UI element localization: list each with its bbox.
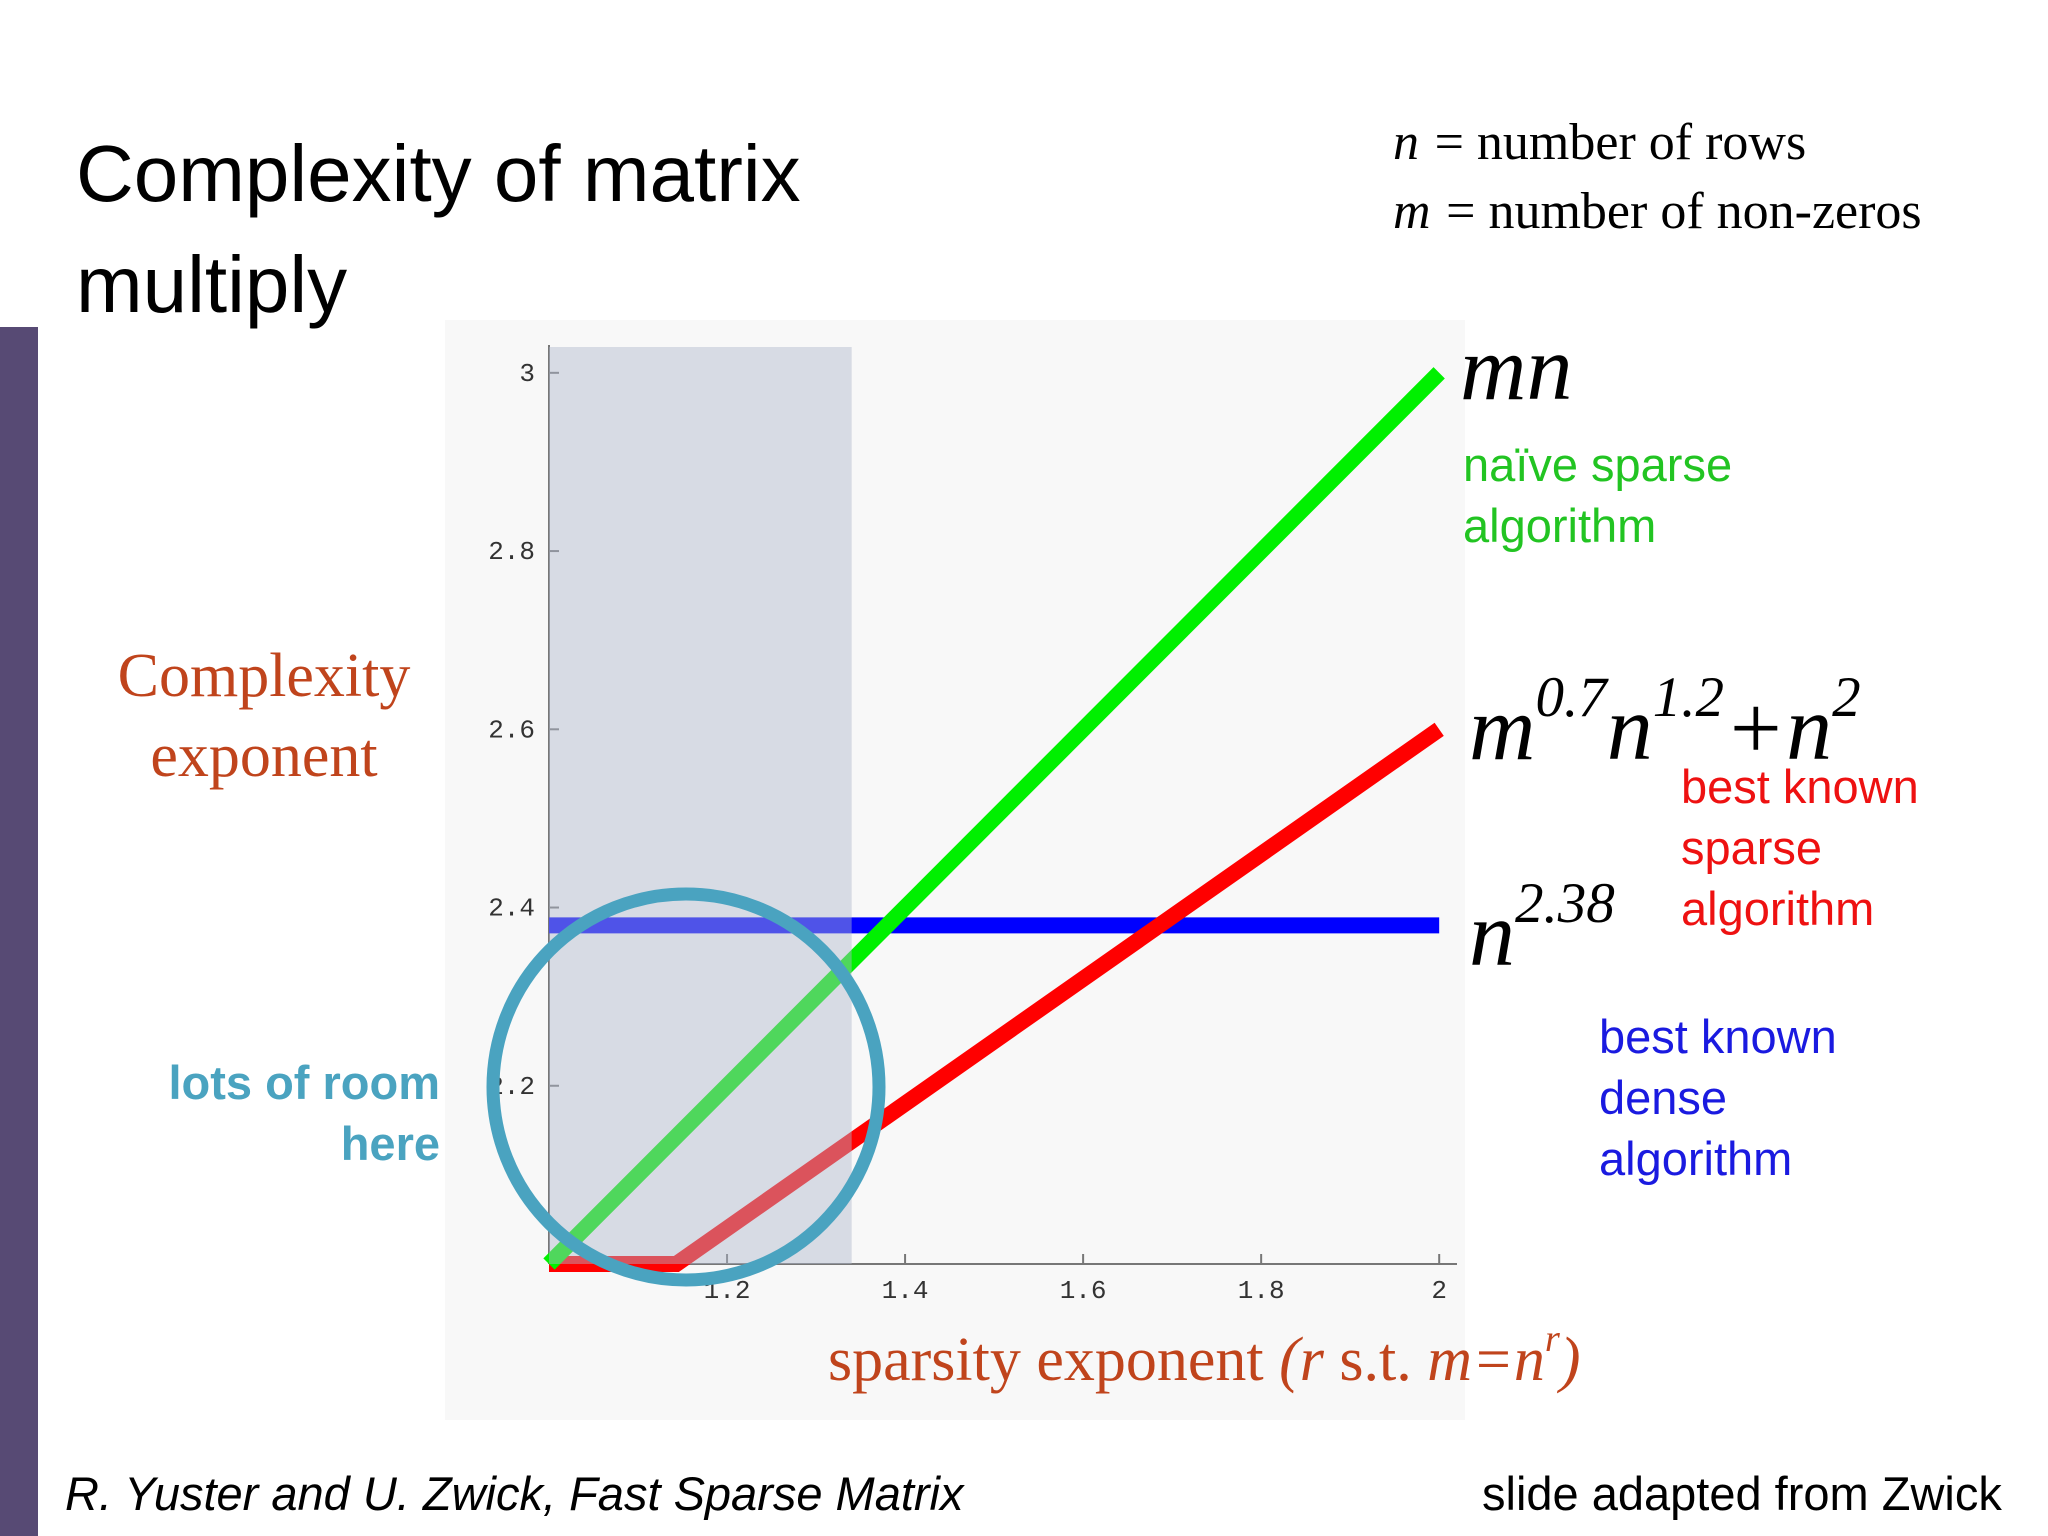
- label-part: +n: [1724, 677, 1833, 779]
- y-tick-label: 2.6: [488, 715, 535, 745]
- variable: m: [1393, 183, 1431, 240]
- annotation-circle: [486, 887, 886, 1287]
- label-part: s.t.: [1339, 1326, 1412, 1394]
- label-part: r: [1544, 1318, 1560, 1361]
- x-tick-label: 2: [1431, 1276, 1447, 1306]
- label-part: ): [1559, 1326, 1581, 1394]
- definition-text: = number of non-zeros: [1446, 183, 1922, 240]
- x-tick-label: 1.6: [1060, 1276, 1107, 1306]
- series-description: best known sparse algorithm: [1681, 760, 1919, 935]
- x-tick-label: 1.4: [882, 1276, 929, 1306]
- side-bar: [0, 327, 38, 1536]
- citation: R. Yuster and U. Zwick, Fast Sparse Matr…: [65, 1467, 964, 1520]
- x-axis-label: sparsity exponent (r s.t. m=nr): [828, 1320, 1581, 1396]
- label-part: 1.2: [1652, 666, 1725, 730]
- x-tick-label: 1.8: [1238, 1276, 1285, 1306]
- label-part: mn: [1460, 317, 1573, 419]
- y-tick-label: 2.8: [488, 537, 535, 567]
- series-label: m0.7n1.2+n2: [1469, 669, 1861, 774]
- label-part: n: [1606, 677, 1653, 779]
- definitions: n = number of rows m = number of non-zeros: [1393, 108, 1922, 246]
- series-description: best known dense algorithm: [1599, 1010, 1837, 1185]
- series-line: [549, 722, 1444, 1272]
- series-description: naïve sparse algorithm: [1463, 438, 1733, 552]
- definition-text: = number of rows: [1434, 114, 1807, 171]
- label-part: 2: [1832, 666, 1861, 730]
- label-part: sparsity exponent: [828, 1326, 1264, 1394]
- y-tick-label: 3: [519, 359, 535, 389]
- title: Complexity of matrix multiply: [76, 129, 801, 329]
- credit: slide adapted from Zwick: [1482, 1467, 2002, 1520]
- y-axis-label: Complexity exponent: [117, 642, 411, 790]
- label-part: m=n: [1427, 1326, 1545, 1394]
- highlight-region: [549, 347, 852, 1264]
- series-label: mn: [1460, 322, 1572, 414]
- series-label: n2.38: [1469, 875, 1615, 980]
- definition: m = number of non-zeros: [1393, 177, 1922, 246]
- label-part: (r: [1279, 1326, 1324, 1394]
- definition: n = number of rows: [1393, 108, 1922, 177]
- y-tick-label: 2.4: [488, 894, 535, 924]
- plot-background: [445, 320, 1465, 1420]
- label-part: 2.38: [1515, 872, 1615, 936]
- variable: n: [1393, 114, 1419, 171]
- series-line: [543, 367, 1445, 1270]
- label-part: n: [1469, 883, 1515, 985]
- label-part: m: [1469, 677, 1536, 779]
- label-part: 0.7: [1535, 666, 1607, 730]
- annotation: lots of room here: [168, 1056, 440, 1170]
